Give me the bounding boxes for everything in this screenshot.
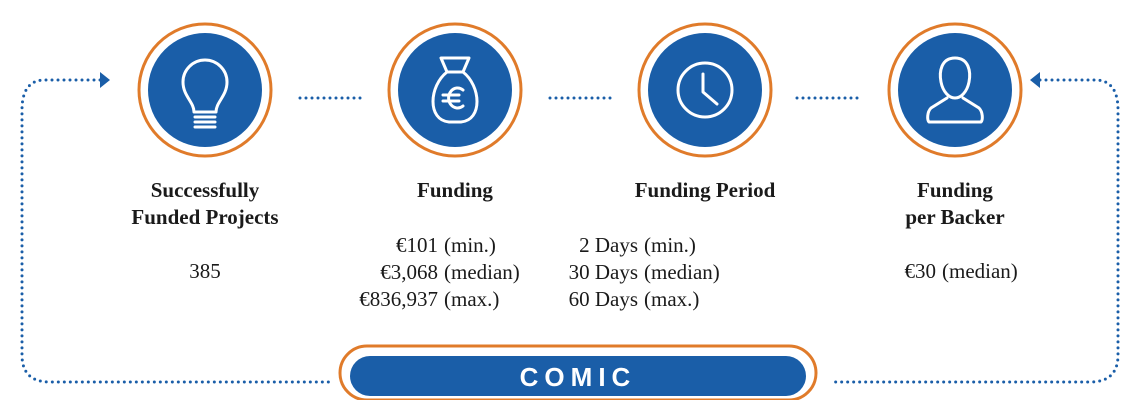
item-title: Funding xyxy=(417,178,493,202)
item-qualifier: (median) xyxy=(444,260,520,284)
item-qualifier: (median) xyxy=(644,260,720,284)
item-value: €836,937 xyxy=(359,287,438,311)
icon xyxy=(676,61,734,119)
item-qualifier: (max.) xyxy=(644,287,699,311)
icon-person xyxy=(926,56,984,124)
item-title: Funded Projects xyxy=(131,205,278,229)
icon-disc xyxy=(898,33,1012,147)
item-value: 2 Days xyxy=(579,233,638,257)
item-qualifier: (median) xyxy=(942,259,1018,283)
item-title: Funding xyxy=(917,178,993,202)
banner-label: COMIC xyxy=(520,362,637,392)
item-value: 60 Days xyxy=(569,287,638,311)
banner xyxy=(350,356,806,396)
icon-disc xyxy=(648,33,762,147)
icon-bag xyxy=(431,56,479,124)
item-value: €3,068 xyxy=(380,260,438,284)
arrow xyxy=(100,72,110,88)
icon-euro xyxy=(441,86,465,110)
icon-clock-hands xyxy=(701,72,719,106)
icon-disc xyxy=(148,33,262,147)
item-qualifier: (max.) xyxy=(444,287,499,311)
item-title: Funding Period xyxy=(635,178,776,202)
item-title: per Backer xyxy=(905,205,1004,229)
item-title: Successfully xyxy=(151,178,260,202)
item-value: 30 Days xyxy=(569,260,638,284)
icon-bulb xyxy=(181,58,229,114)
item-qualifier: (min.) xyxy=(444,233,496,257)
icon xyxy=(181,58,229,129)
icon-clock xyxy=(676,61,734,119)
icon xyxy=(926,56,984,124)
item-value: €30 xyxy=(905,259,937,283)
arrow xyxy=(1030,72,1040,88)
item-qualifier: (min.) xyxy=(644,233,696,257)
item-value: €101 xyxy=(396,233,438,257)
item-value: 385 xyxy=(189,259,221,283)
icon xyxy=(431,56,479,124)
